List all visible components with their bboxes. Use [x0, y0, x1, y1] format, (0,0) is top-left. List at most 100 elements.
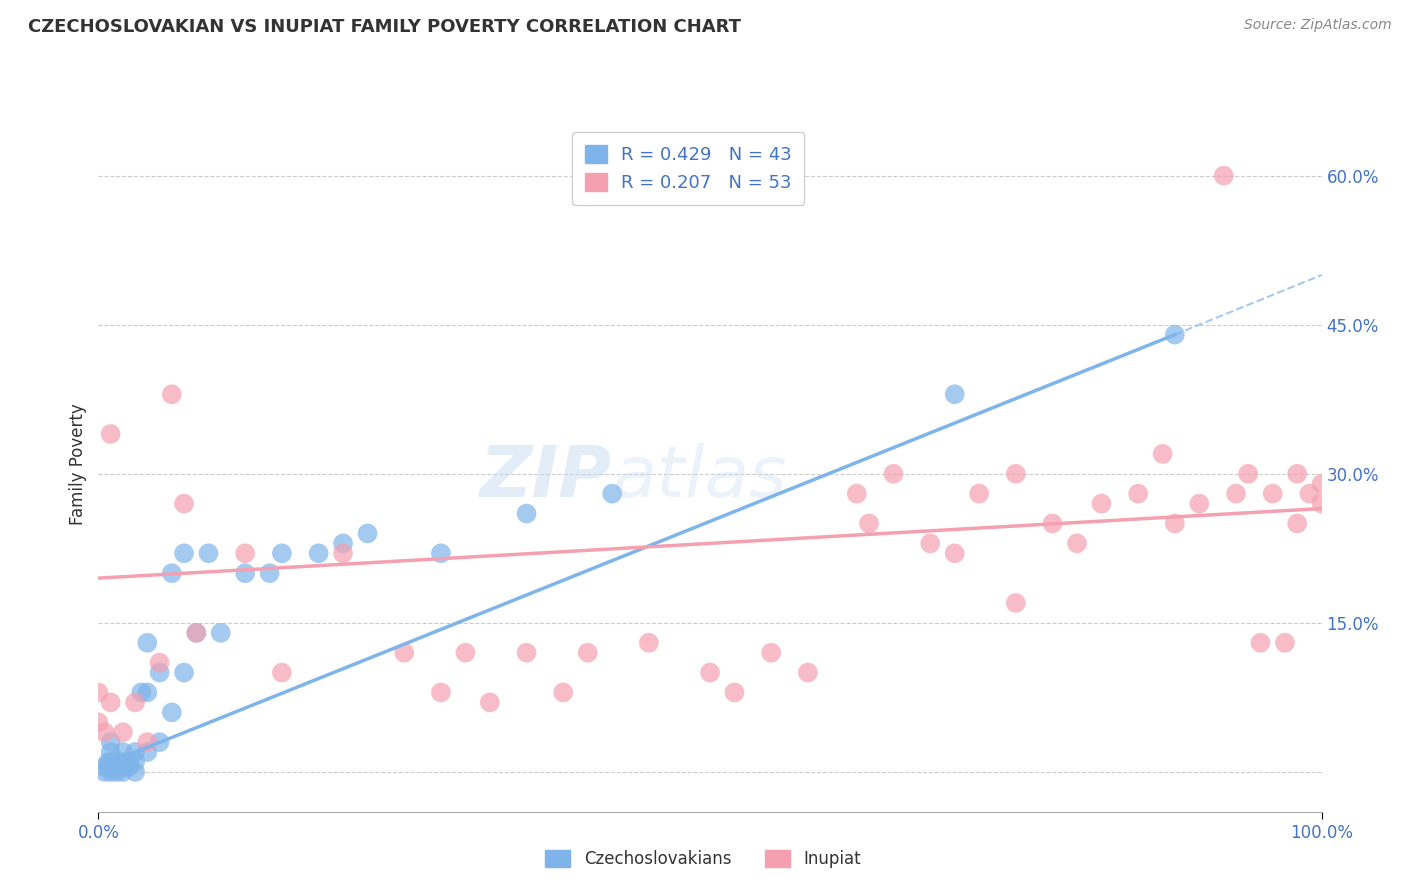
Point	[124, 695, 146, 709]
Point	[173, 546, 195, 560]
Point	[600, 486, 623, 500]
Point	[118, 760, 141, 774]
Point	[1298, 486, 1320, 500]
Point	[356, 526, 378, 541]
Point	[111, 745, 134, 759]
Point	[101, 760, 124, 774]
Point	[129, 685, 152, 699]
Point	[87, 715, 110, 730]
Point	[100, 695, 122, 709]
Point	[105, 755, 128, 769]
Point	[160, 706, 183, 720]
Legend: Czechoslovakians, Inupiat: Czechoslovakians, Inupiat	[538, 843, 868, 875]
Point	[100, 735, 122, 749]
Point	[136, 745, 159, 759]
Point	[1286, 467, 1309, 481]
Point	[149, 735, 172, 749]
Point	[149, 665, 172, 680]
Point	[118, 755, 141, 769]
Point	[1152, 447, 1174, 461]
Point	[1249, 636, 1271, 650]
Point	[430, 685, 453, 699]
Point	[1042, 516, 1064, 531]
Point	[576, 646, 599, 660]
Point	[209, 625, 232, 640]
Point	[332, 536, 354, 550]
Point	[136, 685, 159, 699]
Point	[1164, 327, 1187, 342]
Point	[699, 665, 721, 680]
Point	[1310, 497, 1333, 511]
Point	[943, 546, 966, 560]
Point	[1286, 516, 1309, 531]
Point	[1274, 636, 1296, 650]
Point	[100, 764, 122, 779]
Point	[920, 536, 942, 550]
Point	[149, 656, 172, 670]
Point	[1128, 486, 1150, 500]
Text: CZECHOSLOVAKIAN VS INUPIAT FAMILY POVERTY CORRELATION CHART: CZECHOSLOVAKIAN VS INUPIAT FAMILY POVERT…	[28, 18, 741, 36]
Point	[233, 566, 256, 581]
Point	[478, 695, 501, 709]
Point	[93, 764, 115, 779]
Point	[454, 646, 477, 660]
Point	[515, 507, 537, 521]
Point	[93, 760, 115, 774]
Point	[186, 625, 208, 640]
Point	[136, 735, 159, 749]
Point	[797, 665, 820, 680]
Point	[259, 566, 281, 581]
Point	[111, 760, 134, 774]
Point	[1164, 516, 1187, 531]
Point	[160, 387, 183, 401]
Point	[270, 546, 294, 560]
Text: atlas: atlas	[612, 443, 787, 512]
Point	[1225, 486, 1247, 500]
Point	[1090, 497, 1112, 511]
Point	[761, 646, 783, 660]
Text: ZIP: ZIP	[479, 443, 612, 512]
Y-axis label: Family Poverty: Family Poverty	[69, 403, 87, 524]
Point	[124, 745, 146, 759]
Point	[270, 665, 294, 680]
Point	[105, 764, 128, 779]
Point	[430, 546, 453, 560]
Point	[1310, 476, 1333, 491]
Point	[1004, 596, 1026, 610]
Point	[160, 566, 183, 581]
Point	[111, 725, 134, 739]
Point	[858, 516, 880, 531]
Point	[1261, 486, 1284, 500]
Point	[197, 546, 219, 560]
Point	[124, 764, 146, 779]
Point	[883, 467, 905, 481]
Point	[87, 685, 110, 699]
Point	[308, 546, 330, 560]
Point	[1212, 169, 1234, 183]
Point	[186, 625, 208, 640]
Point	[1188, 497, 1211, 511]
Point	[637, 636, 661, 650]
Point	[173, 497, 195, 511]
Point	[392, 646, 416, 660]
Point	[233, 546, 256, 560]
Legend: R = 0.429   N = 43, R = 0.207   N = 53: R = 0.429 N = 43, R = 0.207 N = 53	[572, 132, 804, 205]
Point	[100, 755, 122, 769]
Point	[136, 636, 159, 650]
Point	[100, 427, 122, 442]
Point	[943, 387, 966, 401]
Point	[1004, 467, 1026, 481]
Point	[1237, 467, 1260, 481]
Point	[515, 646, 537, 660]
Point	[100, 745, 122, 759]
Point	[1066, 536, 1088, 550]
Point	[967, 486, 990, 500]
Point	[173, 665, 195, 680]
Point	[723, 685, 745, 699]
Text: Source: ZipAtlas.com: Source: ZipAtlas.com	[1244, 18, 1392, 32]
Point	[93, 725, 115, 739]
Point	[845, 486, 868, 500]
Point	[111, 764, 134, 779]
Point	[111, 755, 134, 769]
Point	[332, 546, 354, 560]
